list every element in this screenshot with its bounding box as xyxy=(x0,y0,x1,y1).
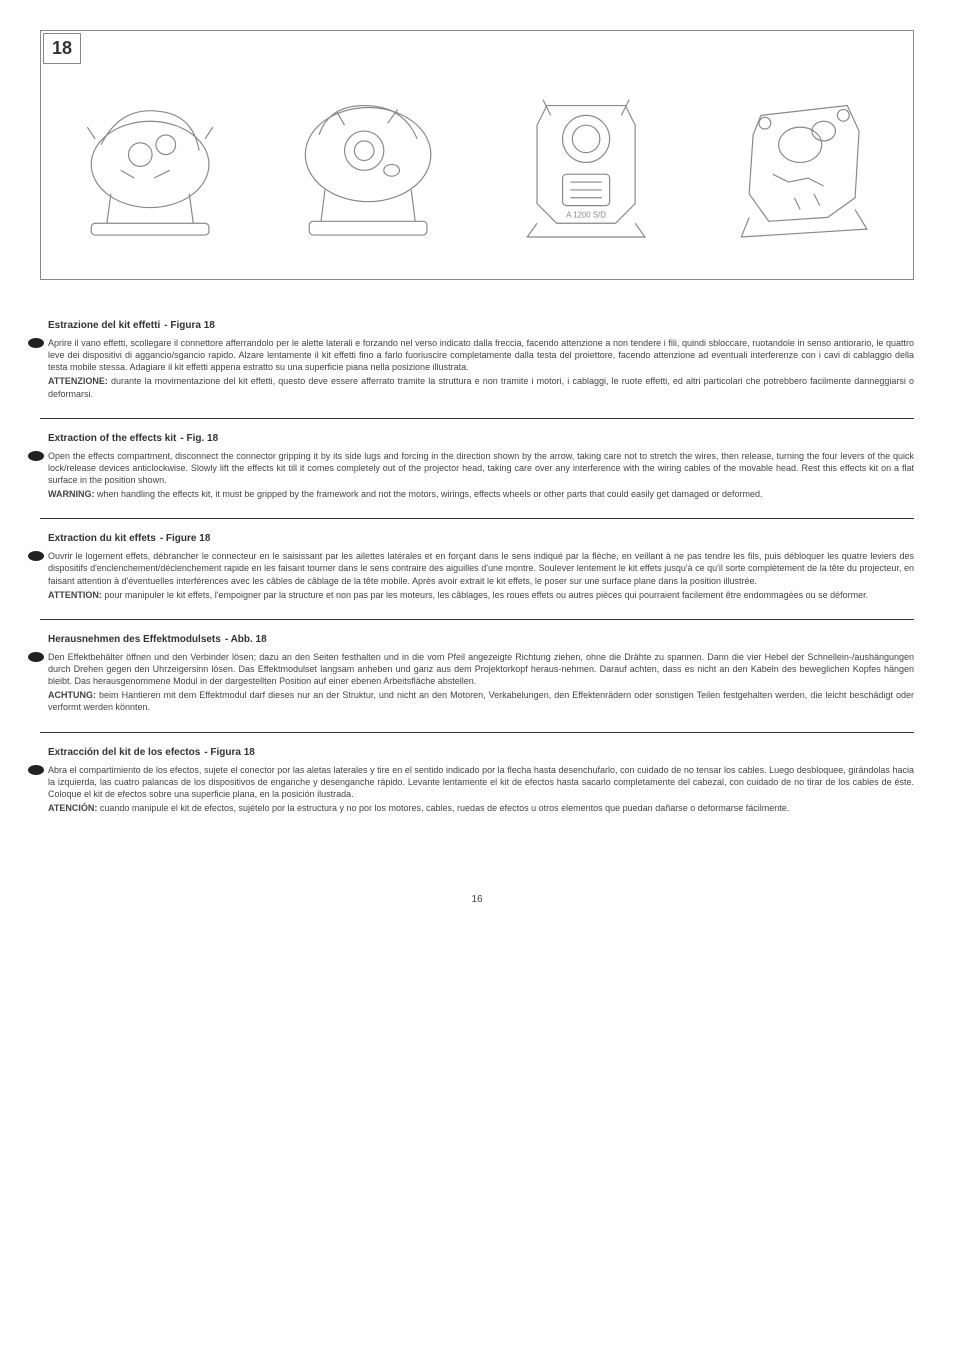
lang-section-fr: Extraction du kit effets - Figure 18 Ouv… xyxy=(40,533,914,601)
lang-header: Herausnehmen des Effektmodulsets - Abb. … xyxy=(48,634,914,645)
tech-drawing-4 xyxy=(695,31,913,279)
lang-body: Abra el compartimiento de los efectos, s… xyxy=(48,764,914,815)
body-text: Aprire il vano effetti, scollegare il co… xyxy=(48,337,914,373)
warning-line: WARNING: when handling the effects kit, … xyxy=(48,488,914,500)
lang-header: Estrazione del kit effetti - Figura 18 xyxy=(48,320,914,331)
lang-section-en: Extraction of the effects kit - Fig. 18 … xyxy=(40,433,914,501)
tech-drawing-2 xyxy=(259,31,477,279)
lang-bullet-icon xyxy=(28,451,44,461)
projector-diagram-icon: A 1200 S/D xyxy=(488,43,684,266)
figure-panel: 18 xyxy=(40,30,914,280)
lang-body: Den Effektbehälter öffnen und den Verbin… xyxy=(48,651,914,714)
lang-header: Extraction du kit effets - Figure 18 xyxy=(48,533,914,544)
lang-body: Open the effects compartment, disconnect… xyxy=(48,450,914,501)
body-text: Ouvrir le logement effets, débrancher le… xyxy=(48,550,914,586)
section-fig-label: - Abb. 18 xyxy=(225,634,267,645)
lang-body: Ouvrir le logement effets, débrancher le… xyxy=(48,550,914,601)
warning-text: when handling the effects kit, it must b… xyxy=(97,489,763,499)
lang-body: Aprire il vano effetti, scollegare il co… xyxy=(48,337,914,400)
section-title: Estrazione del kit effetti xyxy=(48,320,160,331)
warning-line: ATTENTION: pour manipuler le kit effets,… xyxy=(48,589,914,601)
section-divider xyxy=(40,418,914,419)
body-text: Open the effects compartment, disconnect… xyxy=(48,450,914,486)
projector-diagram-icon xyxy=(270,43,466,266)
tech-drawing-3: A 1200 S/D xyxy=(477,31,695,279)
section-title: Herausnehmen des Effektmodulsets xyxy=(48,634,221,645)
warning-text: cuando manipule el kit de efectos, sujét… xyxy=(100,803,789,813)
lang-bullet-icon xyxy=(28,338,44,348)
section-fig-label: - Figura 18 xyxy=(204,747,255,758)
warning-line: ATENCIÓN: cuando manipule el kit de efec… xyxy=(48,802,914,814)
tech-drawing-1 xyxy=(41,31,259,279)
lang-bullet-icon xyxy=(28,765,44,775)
body-text: Abra el compartimiento de los efectos, s… xyxy=(48,764,914,800)
svg-text:A 1200 S/D: A 1200 S/D xyxy=(566,211,606,220)
lang-bullet-icon xyxy=(28,551,44,561)
warning-label: ATTENZIONE: xyxy=(48,376,108,386)
warning-label: WARNING: xyxy=(48,489,95,499)
section-title: Extraction of the effects kit xyxy=(48,433,176,444)
lang-header: Extracción del kit de los efectos - Figu… xyxy=(48,747,914,758)
section-fig-label: - Figure 18 xyxy=(160,533,211,544)
warning-label: ATENCIÓN: xyxy=(48,803,97,813)
section-divider xyxy=(40,619,914,620)
projector-diagram-icon xyxy=(52,43,248,266)
warning-text: beim Hantieren mit dem Effektmodul darf … xyxy=(48,690,914,712)
warning-line: ATTENZIONE: durante la movimentazione de… xyxy=(48,375,914,399)
section-title: Extraction du kit effets xyxy=(48,533,156,544)
section-fig-label: - Figura 18 xyxy=(164,320,215,331)
warning-label: ACHTUNG: xyxy=(48,690,96,700)
section-divider xyxy=(40,518,914,519)
lang-bullet-icon xyxy=(28,652,44,662)
lang-header: Extraction of the effects kit - Fig. 18 xyxy=(48,433,914,444)
warning-text: pour manipuler le kit effets, l'empoigne… xyxy=(104,590,868,600)
section-fig-label: - Fig. 18 xyxy=(180,433,218,444)
lang-section-es: Extracción del kit de los efectos - Figu… xyxy=(40,747,914,815)
lang-section-de: Herausnehmen des Effektmodulsets - Abb. … xyxy=(40,634,914,714)
page-number: 16 xyxy=(40,894,914,905)
warning-text: durante la movimentazione del kit effett… xyxy=(48,376,914,398)
body-text: Den Effektbehälter öffnen und den Verbin… xyxy=(48,651,914,687)
section-title: Extracción del kit de los efectos xyxy=(48,747,200,758)
lang-section-it: Estrazione del kit effetti - Figura 18 A… xyxy=(40,320,914,400)
warning-label: ATTENTION: xyxy=(48,590,102,600)
projector-diagram-icon xyxy=(706,43,902,266)
warning-line: ACHTUNG: beim Hantieren mit dem Effektmo… xyxy=(48,689,914,713)
section-divider xyxy=(40,732,914,733)
